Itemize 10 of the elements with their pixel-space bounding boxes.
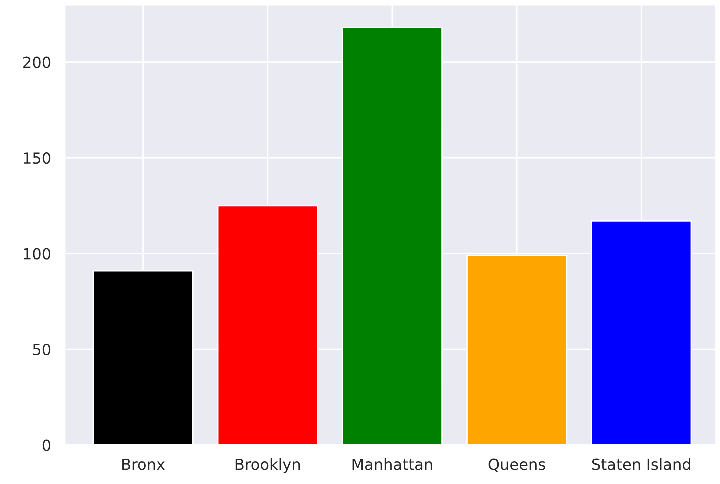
- y-tick-label: 150: [24, 152, 51, 164]
- x-tick-label: Queens: [488, 458, 546, 472]
- y-tick-label: 0: [42, 440, 51, 452]
- y-tick-label: 200: [24, 56, 51, 68]
- y-tick-label: 100: [24, 248, 51, 260]
- x-tick-label: Bronx: [122, 458, 166, 470]
- x-tick-label: Brooklyn: [236, 458, 300, 474]
- x-tick-label: Manhattan: [352, 458, 432, 470]
- x-tick-label: Staten Island: [592, 458, 690, 470]
- y-tick-label: 50: [33, 344, 51, 356]
